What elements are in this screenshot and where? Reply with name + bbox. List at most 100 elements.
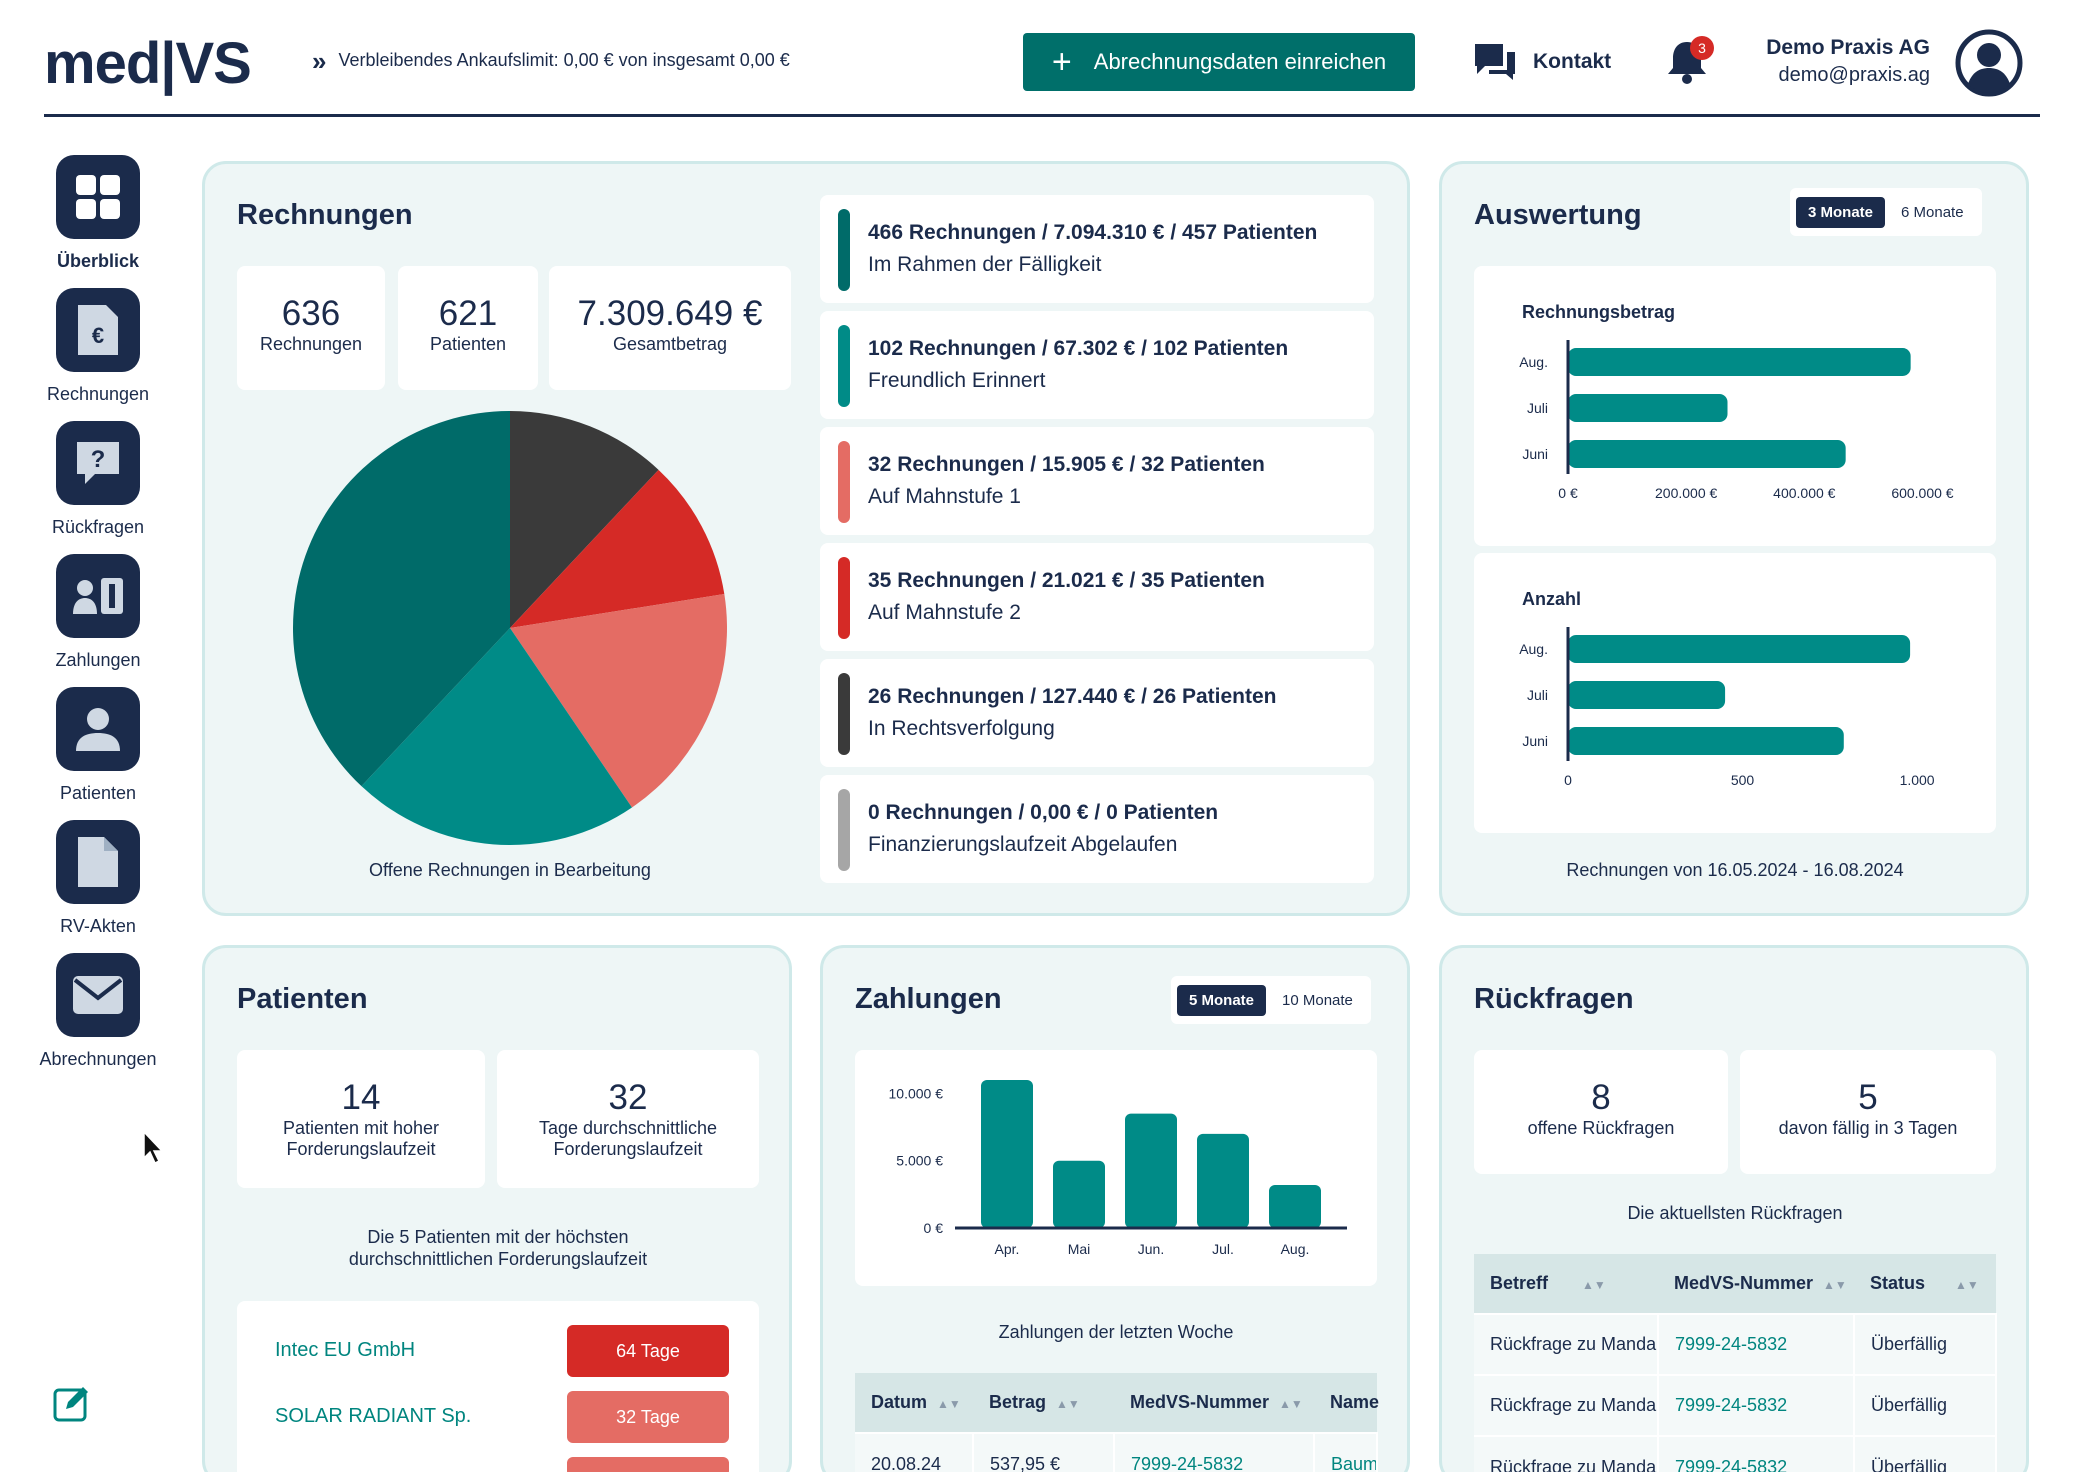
pie-slice[interactable] <box>510 411 659 628</box>
status-legend-item[interactable]: 26 Rechnungen / 127.440 € / 26 Patienten… <box>820 659 1374 767</box>
bar[interactable] <box>1269 1184 1321 1228</box>
sidebar-item-patienten[interactable]: Patienten <box>30 687 166 804</box>
sidebar-item-rechnungen[interactable]: € Rechnungen <box>30 288 166 405</box>
bar[interactable] <box>1568 440 1846 468</box>
panel-title: Patienten <box>237 983 368 1015</box>
submit-billing-data-button[interactable]: + Abrechnungsdaten einreichen <box>1023 33 1415 91</box>
legend-status-label: Finanzierungslaufzeit Abgelaufen <box>868 833 1178 856</box>
column-header-medvs-nummer[interactable]: MedVS-Nummer ▲▼ <box>1658 1254 1854 1314</box>
legend-summary: 0 Rechnungen / 0,00 € / 0 Patienten <box>868 801 1219 824</box>
status-legend-item[interactable]: 102 Rechnungen / 67.302 € / 102 Patiente… <box>820 311 1374 419</box>
cell-status: Überfällig <box>1854 1435 1997 1472</box>
cell-name-link[interactable]: Baum <box>1314 1432 1378 1472</box>
stat-card-open-queries: 8 offene Rückfragen <box>1474 1050 1728 1174</box>
stat-label: Patienten mit hoher <box>282 1118 440 1138</box>
edit-icon[interactable] <box>52 1383 92 1423</box>
cell-medvs-nummer-link[interactable]: 7999-24-5832 <box>1114 1432 1315 1472</box>
toggle-5-months[interactable]: 5 Monate <box>1177 984 1267 1016</box>
bar[interactable] <box>1568 727 1844 755</box>
contact-label: Kontakt <box>1533 50 1612 73</box>
sidebar-item-rv-akten[interactable]: RV-Akten <box>30 820 166 937</box>
panel-title: Auswertung <box>1474 199 1642 231</box>
bar[interactable] <box>1568 348 1911 376</box>
chart-title: Anzahl <box>1522 589 1581 609</box>
patient-name-link[interactable]: Intec EU GmbH <box>275 1339 416 1361</box>
zahlungen-panel: Zahlungen 5 Monate 10 Monate 0 € 5.000 € 1… <box>820 945 1410 1472</box>
sidebar-item-abrechnungen[interactable]: Abrechnungen <box>30 953 166 1070</box>
pie-slice[interactable] <box>361 628 632 845</box>
cell-medvs-nummer-link[interactable]: 7999-24-5832 <box>1658 1313 1855 1375</box>
bar[interactable] <box>981 1080 1033 1228</box>
table-row[interactable]: Rückfrage zu Mandant 7999-24-5832 Überfä… <box>1474 1435 1997 1472</box>
cell-medvs-nummer-link[interactable]: 7999-24-5832 <box>1658 1435 1855 1472</box>
bar[interactable] <box>1053 1160 1105 1228</box>
panel-title: Rückfragen <box>1474 983 1634 1015</box>
medvs-logo[interactable]: med|VS <box>44 31 252 96</box>
y-tick-label: Juli <box>1527 400 1548 416</box>
x-tick-label: Jun. <box>1138 1241 1164 1257</box>
chat-bubbles-icon <box>1475 44 1515 80</box>
bar[interactable] <box>1568 635 1911 663</box>
user-avatar-icon[interactable] <box>1954 28 2024 98</box>
purchase-limit: » Verbleibendes Ankaufslimit: 0,00 € von… <box>312 48 790 74</box>
legend-summary: 102 Rechnungen / 67.302 € / 102 Patiente… <box>868 337 1289 360</box>
id-card-icon <box>73 578 123 614</box>
cell-medvs-nummer-link[interactable]: 7999-24-5832 <box>1658 1374 1855 1436</box>
sidebar-item-label: Zahlungen <box>55 650 141 670</box>
column-header-datum[interactable]: Datum ▲▼ <box>855 1373 973 1433</box>
user-email: demo@praxis.ag <box>1778 64 1930 86</box>
patient-name-link[interactable]: SOLAR RADIANT Sp. <box>275 1405 472 1427</box>
x-tick-label: 1.000 <box>1900 772 1935 788</box>
pie-slice[interactable] <box>293 411 510 787</box>
legend-color-bar <box>838 557 850 639</box>
person-icon <box>76 708 120 751</box>
user-info[interactable]: Demo Praxis AG demo@praxis.ag <box>1740 36 1930 87</box>
table-row[interactable]: Rückfrage zu Mandant 7999-24-5832 Überfä… <box>1474 1374 1997 1436</box>
bar[interactable] <box>1568 681 1726 709</box>
status-legend-item[interactable]: 0 Rechnungen / 0,00 € / 0 Patienten Finan… <box>820 775 1374 883</box>
bar[interactable] <box>1197 1133 1249 1228</box>
status-legend-item[interactable]: 35 Rechnungen / 21.021 € / 35 Patienten A… <box>820 543 1374 651</box>
stat-value: 32 <box>608 1078 648 1117</box>
legend-status-label: Auf Mahnstufe 2 <box>868 601 1021 624</box>
column-header-medvs-nummer[interactable]: MedVS-Nummer ▲▼ <box>1114 1373 1314 1433</box>
cell-status: Überfällig <box>1854 1313 1997 1375</box>
pie-slice[interactable] <box>510 594 727 808</box>
column-header-betrag[interactable]: Betrag ▲▼ <box>973 1373 1114 1433</box>
table-row[interactable]: Rückfrage zu Mandant 7999-24-5832 Überfä… <box>1474 1313 1997 1375</box>
period-toggle: 5 Monate 10 Monate <box>1171 976 1371 1024</box>
legend-color-bar <box>838 673 850 755</box>
queries-table: Betreff ▲▼ MedVS-Nummer ▲▼ Status ▲▼ Rückfr… <box>1474 1254 1997 1472</box>
pie-slice[interactable] <box>510 469 725 628</box>
toggle-10-months[interactable]: 10 Monate <box>1282 991 1353 1009</box>
y-tick-label: Aug. <box>1519 641 1548 657</box>
column-header-name[interactable]: Name <box>1314 1373 1379 1433</box>
status-legend-item[interactable]: 32 Rechnungen / 15.905 € / 32 Patienten A… <box>820 427 1374 535</box>
legend-summary: 466 Rechnungen / 7.094.310 € / 457 Patie… <box>868 221 1318 244</box>
mouse-cursor-icon <box>143 1130 164 1165</box>
sidebar-item-overview[interactable]: Überblick <box>30 155 166 272</box>
sidebar-item-zahlungen[interactable]: Zahlungen <box>30 554 166 671</box>
cell-betreff: Rückfrage zu Mandant <box>1474 1313 1659 1375</box>
stat-card-rechnungen: 636 Rechnungen <box>237 266 385 390</box>
invoice-status-pie-chart[interactable] <box>290 408 730 848</box>
submit-billing-data-label: Abrechnungsdaten einreichen <box>1093 49 1387 74</box>
bar[interactable] <box>1125 1113 1177 1228</box>
auswertung-panel: Auswertung 3 Monate 6 Monate Rechnungsbe… <box>1439 161 2029 916</box>
toggle-3-months[interactable]: 3 Monate <box>1796 196 1886 228</box>
bar[interactable] <box>1568 394 1728 422</box>
status-legend-item[interactable]: 466 Rechnungen / 7.094.310 € / 457 Patie… <box>820 195 1374 303</box>
caption-line: Die 5 Patienten mit der höchsten <box>367 1227 629 1247</box>
chart-title: Rechnungsbetrag <box>1522 302 1675 322</box>
rechnungsbetrag-bar-chart[interactable]: Rechnungsbetrag Aug. Juli Juni 0 € 200.000 € 4… <box>1474 266 1996 546</box>
zahlungen-bar-chart[interactable]: 0 € 5.000 € 10.000 € Apr. Mai Jun. Jul. Aug. <box>855 1050 1377 1286</box>
svg-text:€: € <box>92 323 104 348</box>
toggle-6-months[interactable]: 6 Monate <box>1901 203 1964 221</box>
anzahl-bar-chart[interactable]: Anzahl Aug. Juli Juni 0 500 1.000 <box>1474 553 1996 833</box>
contact-link[interactable]: Kontakt <box>1473 42 1611 82</box>
stat-label: Tage durchschnittliche <box>538 1118 718 1138</box>
column-header-status[interactable]: Status ▲▼ <box>1854 1254 1996 1314</box>
sidebar-item-rueckfragen[interactable]: ? Rückfragen <box>30 421 166 538</box>
pie-caption: Offene Rechnungen in Bearbeitung <box>369 860 651 880</box>
column-header-betreff[interactable]: Betreff ▲▼ <box>1474 1254 1658 1314</box>
